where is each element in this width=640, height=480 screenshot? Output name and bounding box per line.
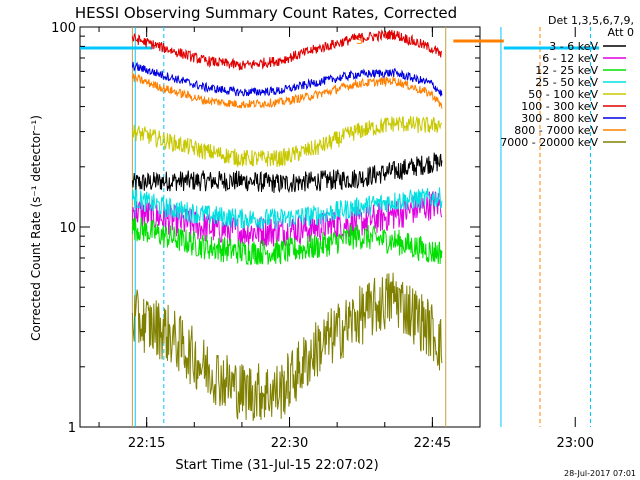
x-tick-label: 22:30 — [271, 436, 308, 451]
legend-header-line-2: Att 0 — [608, 26, 634, 39]
y-axis-ticks — [80, 26, 480, 428]
series-line-300-800-kev — [131, 61, 443, 97]
series-line-50-100-kev — [131, 115, 443, 168]
timestamp-label: 28-Jul-2017 07:01 — [564, 469, 636, 478]
legend-item-label: 100 - 300 keV — [521, 100, 598, 113]
x-tick-label: 22:45 — [414, 436, 451, 451]
series-line-25-50-kev — [131, 187, 443, 229]
legend-item-label: 800 - 7000 keV — [514, 124, 598, 137]
x-tick-label: 23:00 — [557, 436, 594, 451]
legend-item-label: 12 - 25 keV — [535, 64, 598, 77]
series-line-12-25-kev — [131, 216, 443, 266]
x-tick-label: 22:15 — [128, 436, 165, 451]
chart-title: HESSI Observing Summary Count Rates, Cor… — [75, 4, 457, 22]
y-tick-label: 10 — [59, 221, 76, 236]
legend-item-label: 3 - 6 keV — [549, 40, 598, 53]
legend-item-label: 300 - 800 keV — [521, 112, 598, 125]
x-axis-label: Start Time (31-Jul-15 22:07:02) — [175, 458, 378, 473]
legend-header-line-1: Det 1,3,5,6,7,9, — [548, 14, 634, 27]
series-line-100-300-kev — [131, 29, 442, 71]
plot-area: 11010022:1522:3022:4523:0023:1523:3023:4… — [51, 21, 600, 451]
legend-item-label: 6 - 12 keV — [542, 52, 598, 65]
y-tick-label: 1 — [68, 421, 76, 436]
series-line-6-12-kev — [131, 191, 443, 248]
flag-s-label: S — [356, 34, 363, 47]
y-tick-label: 100 — [51, 21, 76, 36]
y-axis-label: Corrected Count Rate (s⁻¹ detector⁻¹) — [29, 115, 43, 341]
legend-item-label: 50 - 100 keV — [528, 88, 598, 101]
series-line-3-6-kev — [131, 152, 443, 194]
legend-item-label: 25 - 50 keV — [535, 76, 598, 89]
series-line-800-7000-kev — [131, 73, 443, 109]
series-line-7000-20000-kev — [131, 272, 443, 421]
legend-item-label: 7000 - 20000 keV — [500, 136, 598, 149]
